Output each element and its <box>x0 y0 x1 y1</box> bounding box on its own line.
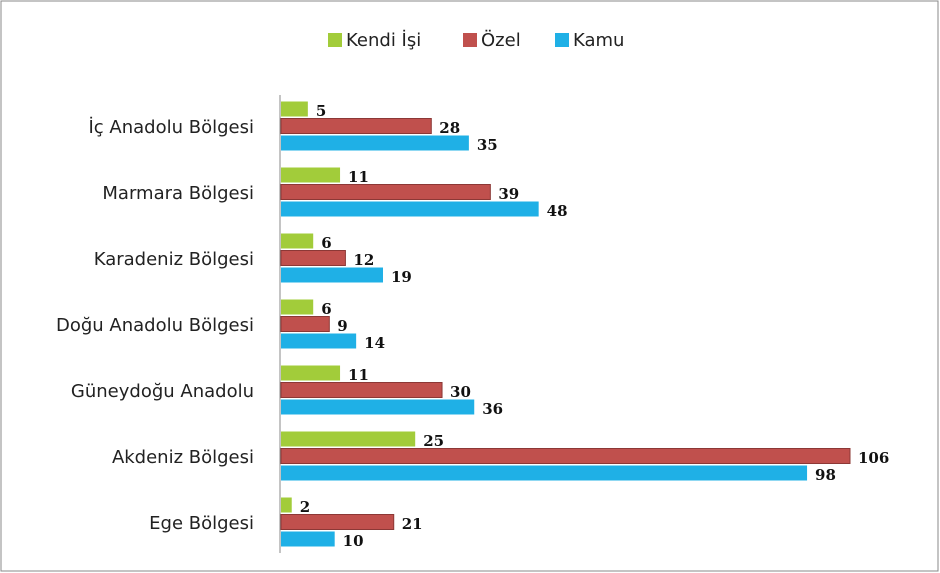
value-label: 36 <box>482 400 503 418</box>
bar <box>280 382 443 398</box>
bar <box>281 299 314 315</box>
value-label: 6 <box>321 300 331 318</box>
bar <box>281 201 539 217</box>
bar <box>280 118 432 134</box>
y-tick-label: İç Anadolu Bölgesi <box>89 117 255 138</box>
y-tick-label: Karadeniz Bölgesi <box>94 249 254 270</box>
legend-swatch <box>555 33 569 47</box>
value-label: 98 <box>815 466 836 484</box>
value-label: 11 <box>348 366 369 384</box>
legend-label: Kendi İşi <box>346 30 421 51</box>
value-label: 14 <box>364 334 385 352</box>
value-label: 2 <box>300 498 310 516</box>
value-label: 10 <box>343 532 364 550</box>
legend-swatch <box>328 33 342 47</box>
value-label: 12 <box>353 251 374 269</box>
bar <box>281 465 808 481</box>
bar <box>280 448 851 464</box>
legend-label: Özel <box>481 29 521 51</box>
bar <box>281 399 475 415</box>
bar <box>281 531 335 547</box>
legend-swatch <box>463 33 477 47</box>
bar <box>281 101 308 117</box>
value-label: 30 <box>450 383 471 401</box>
bar <box>280 250 346 266</box>
y-tick-label: Ege Bölgesi <box>149 513 254 534</box>
value-label: 21 <box>402 515 423 533</box>
value-label: 28 <box>439 119 460 137</box>
y-tick-label: Akdeniz Bölgesi <box>112 447 254 468</box>
bar <box>281 135 469 151</box>
value-label: 48 <box>547 202 568 220</box>
value-label: 25 <box>423 432 444 450</box>
value-label: 19 <box>391 268 412 286</box>
bar <box>281 233 314 249</box>
bar <box>281 497 292 513</box>
value-label: 6 <box>321 234 331 252</box>
value-label: 11 <box>348 168 369 186</box>
bar <box>281 267 383 283</box>
bar <box>280 316 330 332</box>
legend: Kendi İşi Özel Kamu <box>328 29 624 51</box>
legend-label: Kamu <box>573 30 624 51</box>
bar <box>280 514 395 530</box>
y-tick-label: Doğu Anadolu Bölgesi <box>56 315 254 336</box>
value-label: 5 <box>316 102 326 120</box>
y-tick-label: Güneydoğu Anadolu <box>71 381 254 402</box>
value-label: 35 <box>477 136 498 154</box>
bar <box>281 431 416 447</box>
value-label: 9 <box>337 317 347 335</box>
bar <box>280 184 491 200</box>
value-label: 106 <box>858 449 889 467</box>
y-tick-label: Marmara Bölgesi <box>102 183 254 204</box>
bar <box>281 167 341 183</box>
value-label: 39 <box>498 185 519 203</box>
bar <box>281 333 357 349</box>
bar <box>281 365 341 381</box>
